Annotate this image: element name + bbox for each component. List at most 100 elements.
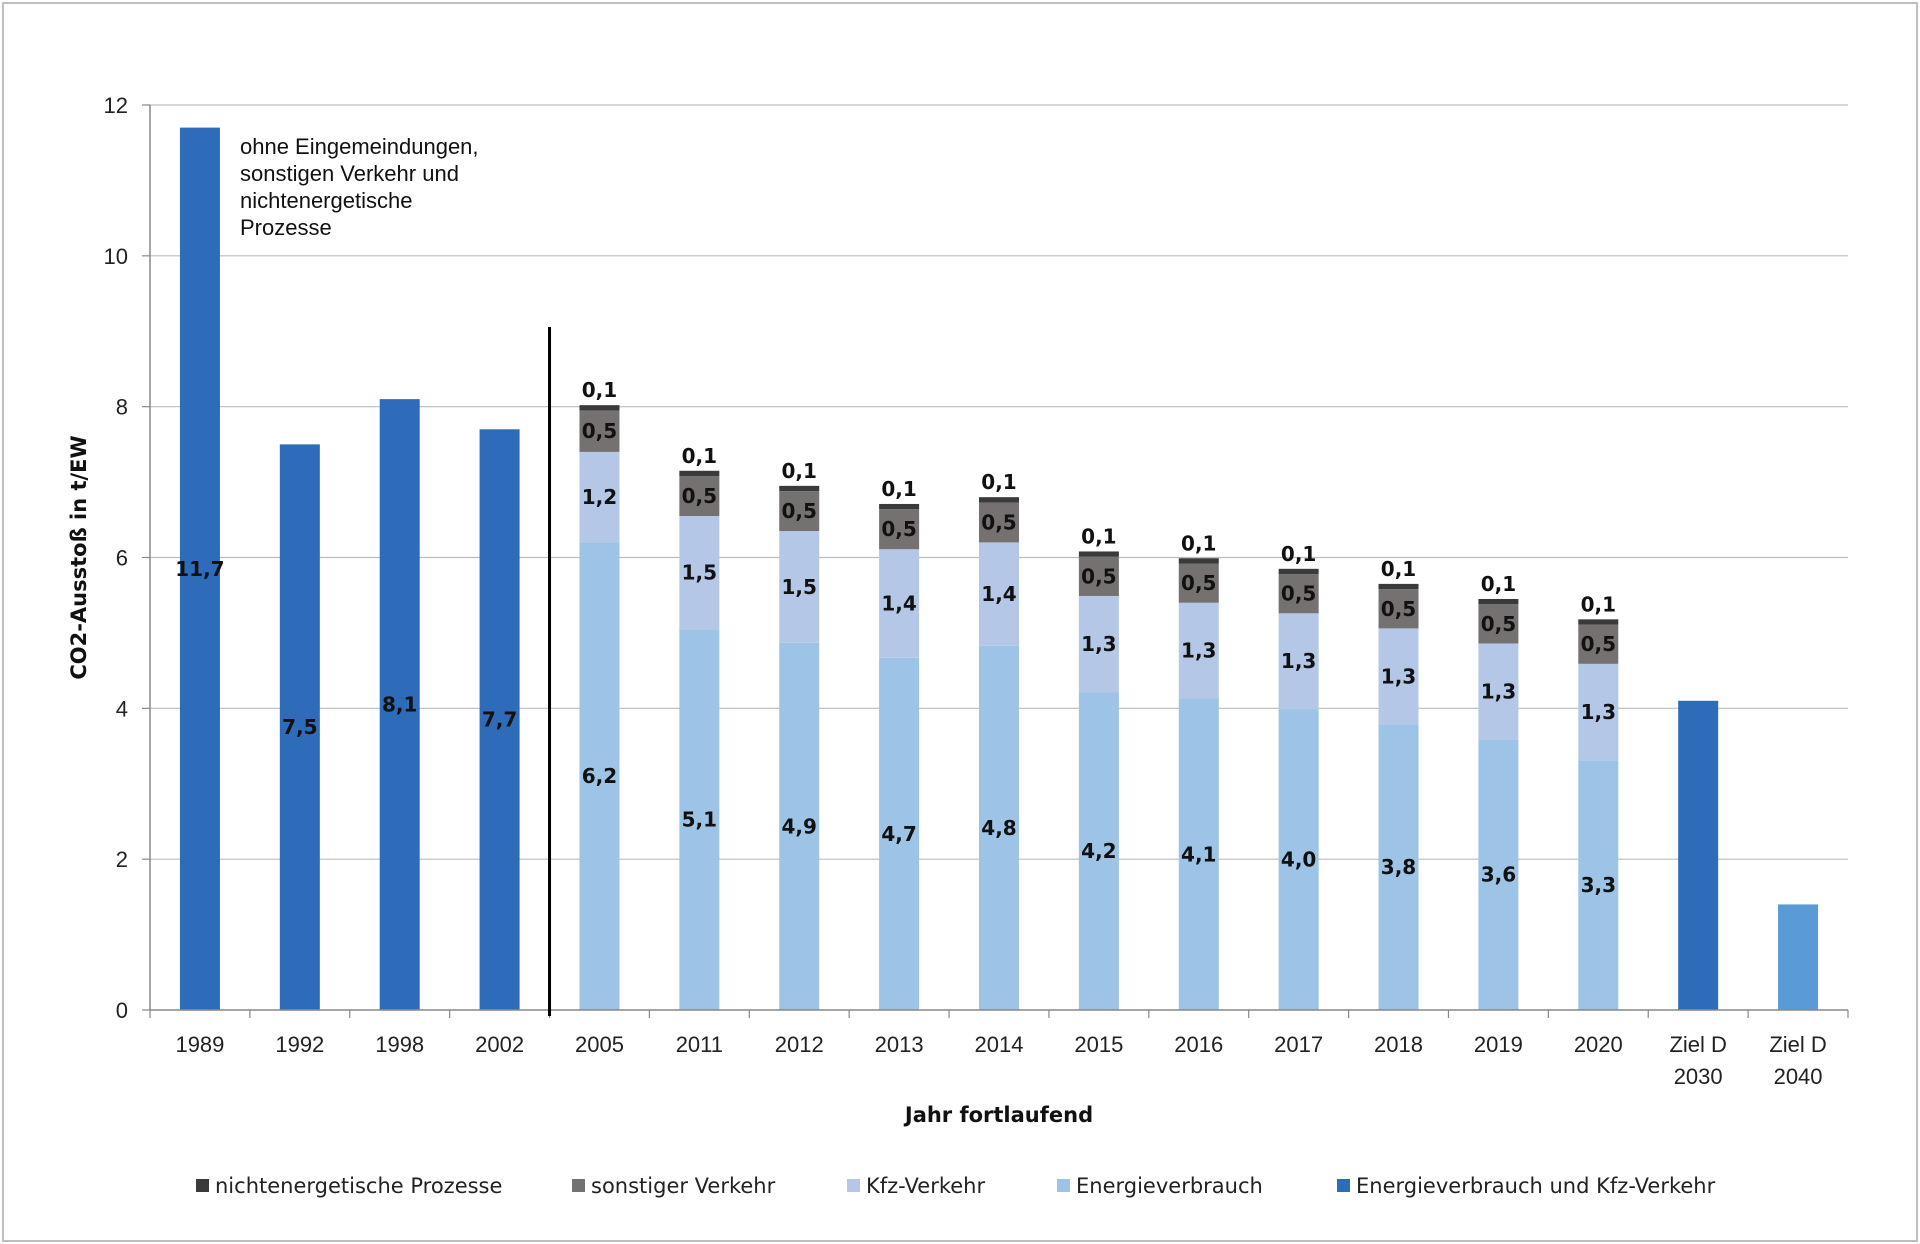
data-label: 1,3	[1481, 679, 1516, 703]
data-label: 4,2	[1081, 839, 1116, 863]
data-label: 4,8	[981, 816, 1016, 840]
data-label: 0,5	[1381, 597, 1416, 621]
x-tick-label: 2011	[676, 1032, 723, 1057]
y-axis-title: CO2-Ausstoß in t/EW	[67, 435, 91, 679]
x-tick-label: 2016	[1174, 1032, 1223, 1057]
bar-segment	[879, 509, 920, 550]
x-tick-label: 2002	[475, 1032, 524, 1057]
bar-segment	[1178, 558, 1219, 564]
data-label: 4,0	[1281, 848, 1316, 872]
bar-segment	[1078, 551, 1119, 557]
data-label: 0,5	[582, 419, 617, 443]
data-label: 1,3	[1081, 632, 1116, 656]
data-label: 4,7	[881, 822, 916, 846]
data-label: 11,7	[175, 557, 224, 581]
x-tick-label: 2012	[775, 1032, 824, 1057]
data-label: 1,2	[582, 485, 617, 509]
bar-segment	[579, 410, 620, 452]
bar-segment	[879, 549, 920, 658]
data-label: 3,6	[1481, 863, 1516, 887]
x-tick-label: 2014	[975, 1032, 1024, 1057]
bar-segment	[1278, 709, 1319, 1010]
bar-segment	[1078, 595, 1119, 693]
x-tick-label: 1998	[375, 1032, 424, 1057]
data-label: 0,5	[682, 484, 717, 508]
bar-segment	[1178, 698, 1219, 1010]
data-label: 0,1	[981, 470, 1016, 494]
data-label: 0,5	[1181, 571, 1216, 595]
bar-segment	[1178, 602, 1219, 699]
x-tick-label: Ziel D 2030	[1669, 1032, 1726, 1089]
bar-segment	[1378, 583, 1419, 590]
legend-swatch	[847, 1179, 860, 1192]
bar-segment	[1578, 760, 1619, 1010]
bar-segment	[179, 127, 220, 1010]
y-tick-label: 0	[116, 998, 128, 1023]
bar-segment	[1778, 904, 1819, 1010]
data-label: 0,1	[1181, 531, 1216, 555]
data-label: 6,2	[582, 764, 617, 788]
y-tick-label: 2	[116, 847, 128, 872]
data-label: 0,1	[582, 378, 617, 402]
x-tick-label: 1989	[175, 1032, 224, 1057]
data-label: 4,1	[1181, 842, 1216, 866]
legend: nichtenergetische Prozesse sonstiger Verk…	[196, 1174, 1716, 1198]
legend-label: nichtenergetische Prozesse	[215, 1174, 502, 1198]
x-tick-label: 2018	[1374, 1032, 1423, 1057]
x-tick-label: 2015	[1074, 1032, 1123, 1057]
bar-segment	[779, 491, 820, 532]
y-tick-label: 12	[104, 93, 128, 118]
x-tick-label: 2019	[1474, 1032, 1523, 1057]
bar-segment	[1078, 556, 1119, 596]
bar-segment	[679, 476, 720, 517]
data-label: 0,1	[1581, 592, 1616, 616]
bar-segment	[779, 485, 820, 492]
data-label: 3,8	[1381, 855, 1416, 879]
data-label: 0,1	[682, 444, 717, 468]
data-labels: 11,7 7,5 8,1 7,7 6,2 1,2 0,5 0,1 5,1 1,5 0,5 0,1 4,9…	[175, 378, 1616, 897]
data-label: 1,3	[1181, 639, 1216, 663]
bar-segment	[1578, 663, 1619, 761]
bar-segment	[779, 531, 820, 643]
data-label: 0,1	[1381, 557, 1416, 581]
axes: 0 2 4 6 8 10 12 1989 1992 1998 2002 2005 2011 2012 201…	[104, 93, 1849, 1089]
data-label: 4,9	[782, 814, 817, 838]
data-label: 8,1	[382, 693, 417, 717]
bar-segment	[579, 451, 620, 543]
data-label: 0,1	[1481, 572, 1516, 596]
legend-label: Energieverbrauch	[1076, 1174, 1263, 1198]
x-tick-label: 2005	[575, 1032, 624, 1057]
bar-segment	[979, 497, 1019, 503]
bar-segment	[879, 503, 920, 510]
data-label: 0,5	[981, 510, 1016, 534]
legend-swatch	[1057, 1179, 1070, 1192]
data-label: 0,5	[1481, 612, 1516, 636]
bar-segment	[679, 516, 720, 630]
legend-label: Kfz-Verkehr	[866, 1174, 985, 1198]
bar-segment	[279, 444, 320, 1010]
legend-swatch	[196, 1179, 209, 1192]
data-label: 1,3	[1381, 664, 1416, 688]
data-label: 0,5	[782, 499, 817, 523]
data-label: 1,3	[1281, 649, 1316, 673]
data-label: 0,1	[1281, 542, 1316, 566]
bar-segment	[1078, 692, 1119, 1010]
bar-segment	[979, 502, 1019, 543]
data-label: 0,5	[1281, 582, 1316, 606]
x-tick-label: 2017	[1274, 1032, 1323, 1057]
y-tick-label: 6	[116, 546, 128, 571]
annotation: ohne Eingemeindungen, sonstigen Verkehr u…	[240, 134, 479, 240]
x-axis-title: Jahr fortlaufend	[903, 1103, 1093, 1127]
data-label: 5,1	[682, 808, 717, 832]
bar-segment	[1378, 589, 1419, 629]
bar-segment	[1478, 598, 1519, 605]
bar-segment	[479, 429, 520, 1011]
bar-segment	[879, 657, 920, 1010]
grid-lines	[150, 104, 1848, 860]
bar-segment	[1578, 619, 1619, 625]
y-tick-label: 4	[116, 696, 128, 721]
data-label: 0,1	[1081, 524, 1116, 548]
y-tick-label: 10	[104, 244, 128, 269]
data-label: 1,4	[981, 582, 1016, 606]
